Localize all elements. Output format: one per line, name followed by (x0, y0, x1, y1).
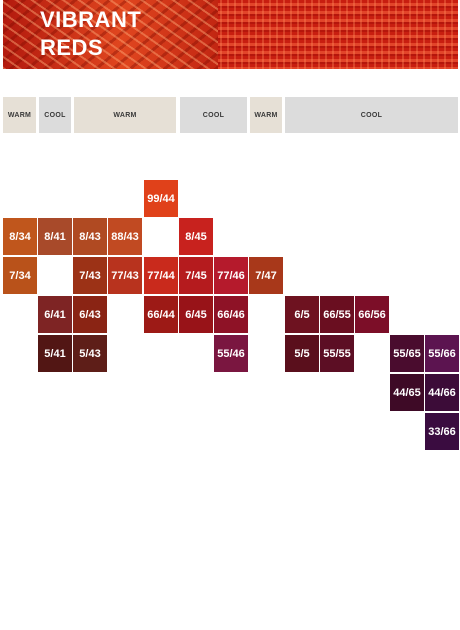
swatch-77-46: 77/46 (214, 257, 248, 294)
swatch-6-5: 6/5 (285, 296, 319, 333)
swatch-66-46: 66/46 (214, 296, 248, 333)
swatch-8-41: 8/41 (38, 218, 72, 255)
swatch-77-44: 77/44 (144, 257, 178, 294)
header-banner: VIBRANT REDS (3, 0, 458, 69)
swatch-55-46: 55/46 (214, 335, 248, 372)
swatch-6-43: 6/43 (73, 296, 107, 333)
tag-warm: WARM (3, 97, 36, 133)
swatch-66-56: 66/56 (355, 296, 389, 333)
swatch-8-45: 8/45 (179, 218, 213, 255)
swatch-5-43: 5/43 (73, 335, 107, 372)
swatch-8-43: 8/43 (73, 218, 107, 255)
swatch-55-65: 55/65 (390, 335, 424, 372)
swatch-8-34: 8/34 (3, 218, 37, 255)
tag-cool: COOL (180, 97, 247, 133)
swatch-55-66: 55/66 (425, 335, 459, 372)
tag-warm: WARM (74, 97, 176, 133)
swatch-44-65: 44/65 (390, 374, 424, 411)
swatch-44-66: 44/66 (425, 374, 459, 411)
page-title-line2: REDS (40, 35, 104, 60)
swatch-7-47: 7/47 (249, 257, 283, 294)
swatch-77-43: 77/43 (108, 257, 142, 294)
swatch-66-55: 66/55 (320, 296, 354, 333)
swatch-5-41: 5/41 (38, 335, 72, 372)
banner-artwork (3, 0, 218, 69)
swatch-66-44: 66/44 (144, 296, 178, 333)
swatch-7-45: 7/45 (179, 257, 213, 294)
swatch-7-43: 7/43 (73, 257, 107, 294)
tag-cool: COOL (39, 97, 71, 133)
swatch-99-44: 99/44 (144, 180, 178, 217)
tag-cool: COOL (285, 97, 458, 133)
swatch-88-43: 88/43 (108, 218, 142, 255)
swatch-55-55: 55/55 (320, 335, 354, 372)
swatch-6-41: 6/41 (38, 296, 72, 333)
swatch-33-66: 33/66 (425, 413, 459, 450)
swatch-5-5: 5/5 (285, 335, 319, 372)
tag-warm: WARM (250, 97, 282, 133)
page-title-line1: VIBRANT (40, 7, 142, 32)
swatch-6-45: 6/45 (179, 296, 213, 333)
swatch-7-34: 7/34 (3, 257, 37, 294)
